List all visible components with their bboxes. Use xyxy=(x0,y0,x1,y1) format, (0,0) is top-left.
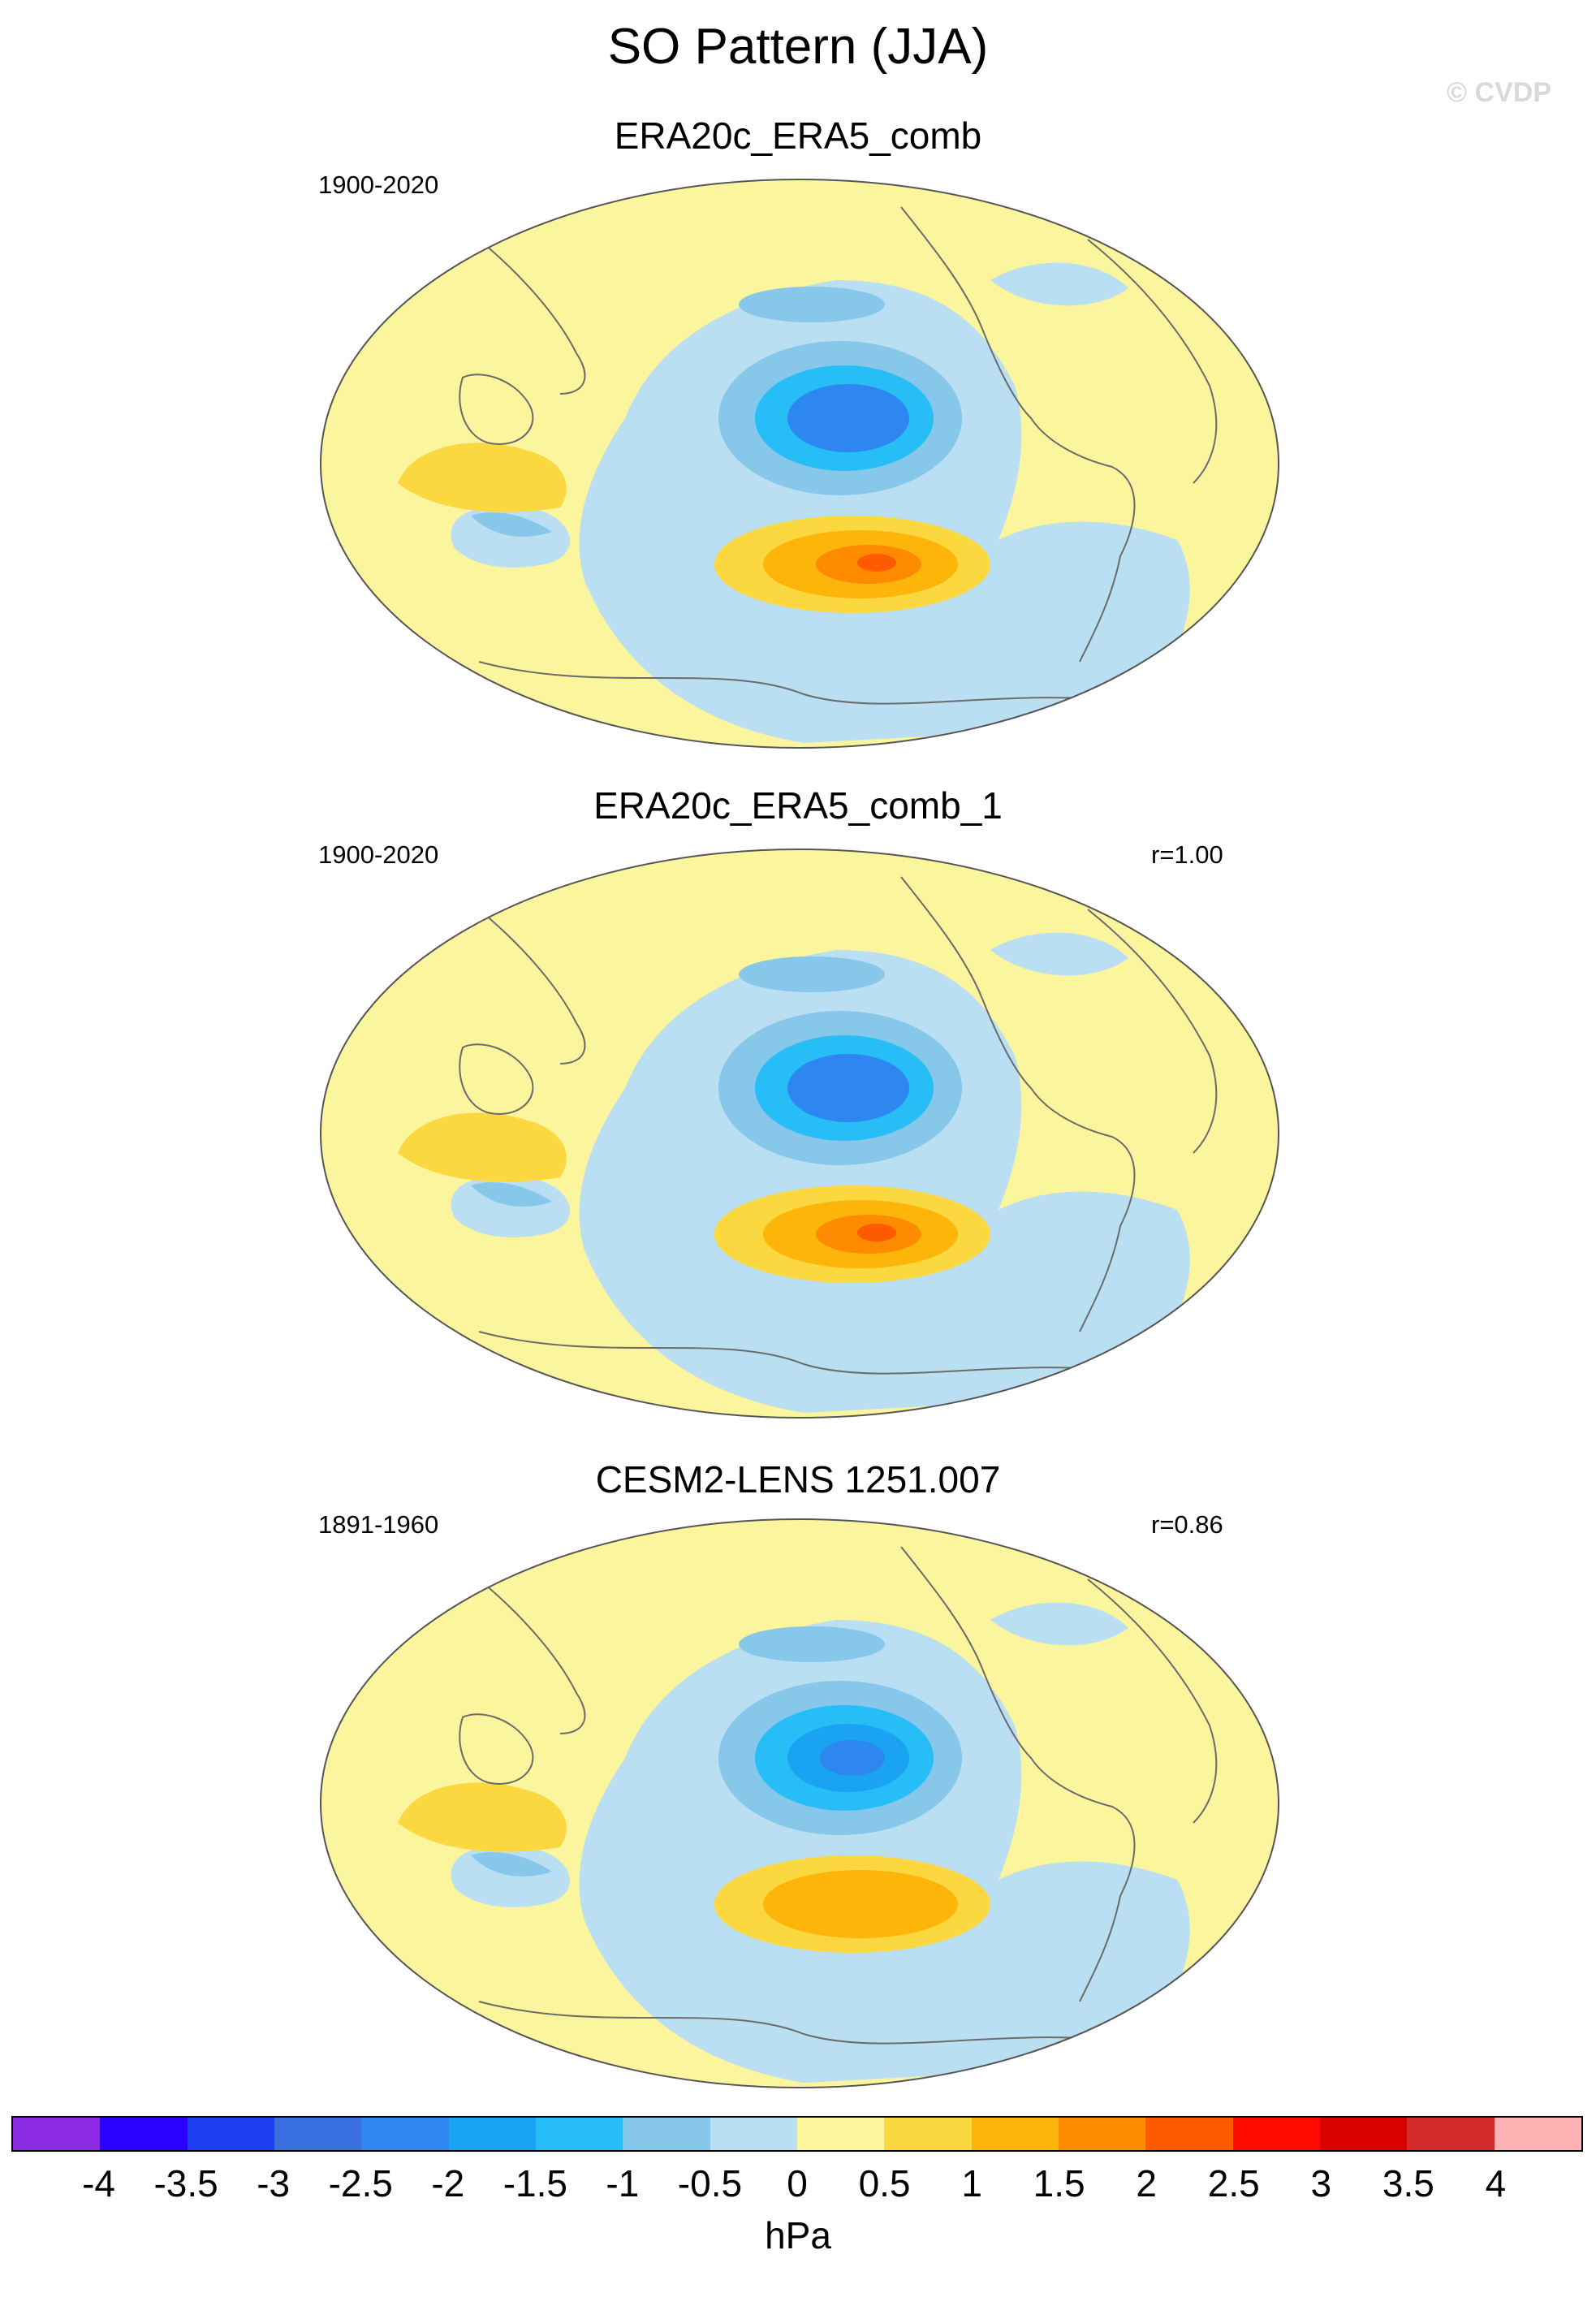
colorbar-swatch xyxy=(1407,2118,1495,2150)
anomaly-contour-positive xyxy=(398,443,567,512)
anomaly-contour-negative xyxy=(739,1626,885,1662)
anomaly-contour-negative xyxy=(820,400,885,436)
colorbar-tick-label: -3 xyxy=(257,2162,291,2205)
panel-3-map xyxy=(320,1518,1279,2088)
panel-1-map xyxy=(320,179,1279,749)
anomaly-contour-negative xyxy=(820,1070,885,1106)
coastline-africa-europe xyxy=(1087,1578,1218,1824)
coastline-asia xyxy=(478,909,586,1064)
colorbar-swatch xyxy=(535,2118,623,2150)
colorbar-units: hPa xyxy=(765,2214,831,2256)
colorbar-tick-label: -4 xyxy=(82,2162,115,2205)
colorbar-swatch xyxy=(1494,2118,1581,2150)
map-outline xyxy=(320,849,1279,1419)
colorbar-tick-label: -1.5 xyxy=(503,2162,567,2205)
copyright-watermark: © CVDP xyxy=(1447,77,1551,108)
anomaly-contour-positive xyxy=(398,1782,567,1852)
anomaly-contour-positive xyxy=(857,554,896,572)
colorbar-tick-label: -2.5 xyxy=(328,2162,393,2205)
colorbar-tick-label: -1 xyxy=(606,2162,640,2205)
anomaly-contour-negative xyxy=(739,957,885,992)
colorbar-tick-label: 3 xyxy=(1310,2162,1332,2205)
coastline-americas xyxy=(900,1546,1136,2002)
map-outline xyxy=(320,1518,1279,2088)
anomaly-contour-negative xyxy=(990,932,1128,976)
colorbar-tick-label: -3.5 xyxy=(153,2162,218,2205)
colorbar-tick-label: 1.5 xyxy=(1033,2162,1085,2205)
colorbar-tick-label: 0 xyxy=(787,2162,808,2205)
panel-2-correlation: r=1.00 xyxy=(1151,840,1223,869)
colorbar-swatch xyxy=(710,2118,797,2150)
colorbar-swatch xyxy=(274,2118,362,2150)
colorbar-tick-label: 2 xyxy=(1136,2162,1158,2205)
anomaly-contour-negative xyxy=(739,287,885,322)
panel-3-correlation: r=0.86 xyxy=(1151,1510,1223,1539)
coastline-africa-europe xyxy=(1087,239,1218,484)
map-outline xyxy=(320,179,1279,749)
colorbar-tick-label: 1 xyxy=(961,2162,982,2205)
panel-1-title: ERA20c_ERA5_comb xyxy=(614,114,982,157)
colorbar-swatch xyxy=(796,2118,885,2150)
colorbar xyxy=(11,2116,1583,2152)
colorbar-tick-label: 3.5 xyxy=(1382,2162,1434,2205)
colorbar-swatch xyxy=(971,2118,1059,2150)
colorbar-swatch xyxy=(623,2118,710,2150)
coastline-australia xyxy=(459,374,534,445)
anomaly-contour-positive xyxy=(816,1885,921,1924)
colorbar-swatch xyxy=(448,2118,536,2150)
panel-2-title: ERA20c_ERA5_comb_1 xyxy=(593,784,1003,827)
anomaly-contour-negative xyxy=(471,512,552,537)
colorbar-swatch xyxy=(1319,2118,1408,2150)
coastline-americas xyxy=(900,206,1136,663)
panel-2-years: 1900-2020 xyxy=(318,840,439,869)
panel-1-years: 1900-2020 xyxy=(318,171,439,199)
anomaly-contour-negative xyxy=(820,1740,885,1776)
colorbar-swatch xyxy=(1232,2118,1320,2150)
panel-3-title: CESM2-LENS 1251.007 xyxy=(595,1458,1001,1501)
colorbar-tick-label: 0.5 xyxy=(858,2162,911,2205)
coastline-antarctica xyxy=(478,1331,1129,1375)
coastline-antarctica xyxy=(478,2001,1129,2045)
colorbar-swatch xyxy=(361,2118,449,2150)
colorbar-tick-label: 4 xyxy=(1485,2162,1507,2205)
anomaly-contour-negative xyxy=(471,1852,552,1876)
figure-title: SO Pattern (JJA) xyxy=(607,19,989,75)
colorbar-swatch xyxy=(100,2118,188,2150)
panel-3-years: 1891-1960 xyxy=(318,1510,439,1539)
anomaly-contour-positive xyxy=(398,1112,567,1182)
anomaly-contour-negative xyxy=(990,1602,1128,1646)
colorbar-tick-label: -0.5 xyxy=(677,2162,743,2205)
anomaly-contour-negative xyxy=(990,262,1128,306)
colorbar-tick-label: -2 xyxy=(431,2162,465,2205)
colorbar-swatch xyxy=(1058,2118,1146,2150)
colorbar-swatch xyxy=(884,2118,972,2150)
colorbar-swatch xyxy=(13,2118,101,2150)
coastline-antarctica xyxy=(478,661,1129,705)
coastline-americas xyxy=(900,876,1136,1332)
coastline-asia xyxy=(478,1578,586,1734)
colorbar-swatch xyxy=(1145,2118,1233,2150)
coastline-australia xyxy=(459,1043,534,1115)
colorbar-swatch xyxy=(187,2118,274,2150)
colorbar-tick-label: 2.5 xyxy=(1207,2162,1260,2205)
coastline-africa-europe xyxy=(1087,909,1218,1154)
coastline-asia xyxy=(478,239,586,395)
anomaly-contour-positive xyxy=(857,1224,896,1242)
coastline-australia xyxy=(459,1713,534,1785)
colorbar-labels: -4 -3.5 -3 -2.5 -2 -1.5 -1 -0.5 0 0.5 1 1.5 2 2.5 3 3.5… xyxy=(11,2161,1583,2210)
panel-2-map xyxy=(320,849,1279,1419)
anomaly-contour-negative xyxy=(471,1182,552,1207)
